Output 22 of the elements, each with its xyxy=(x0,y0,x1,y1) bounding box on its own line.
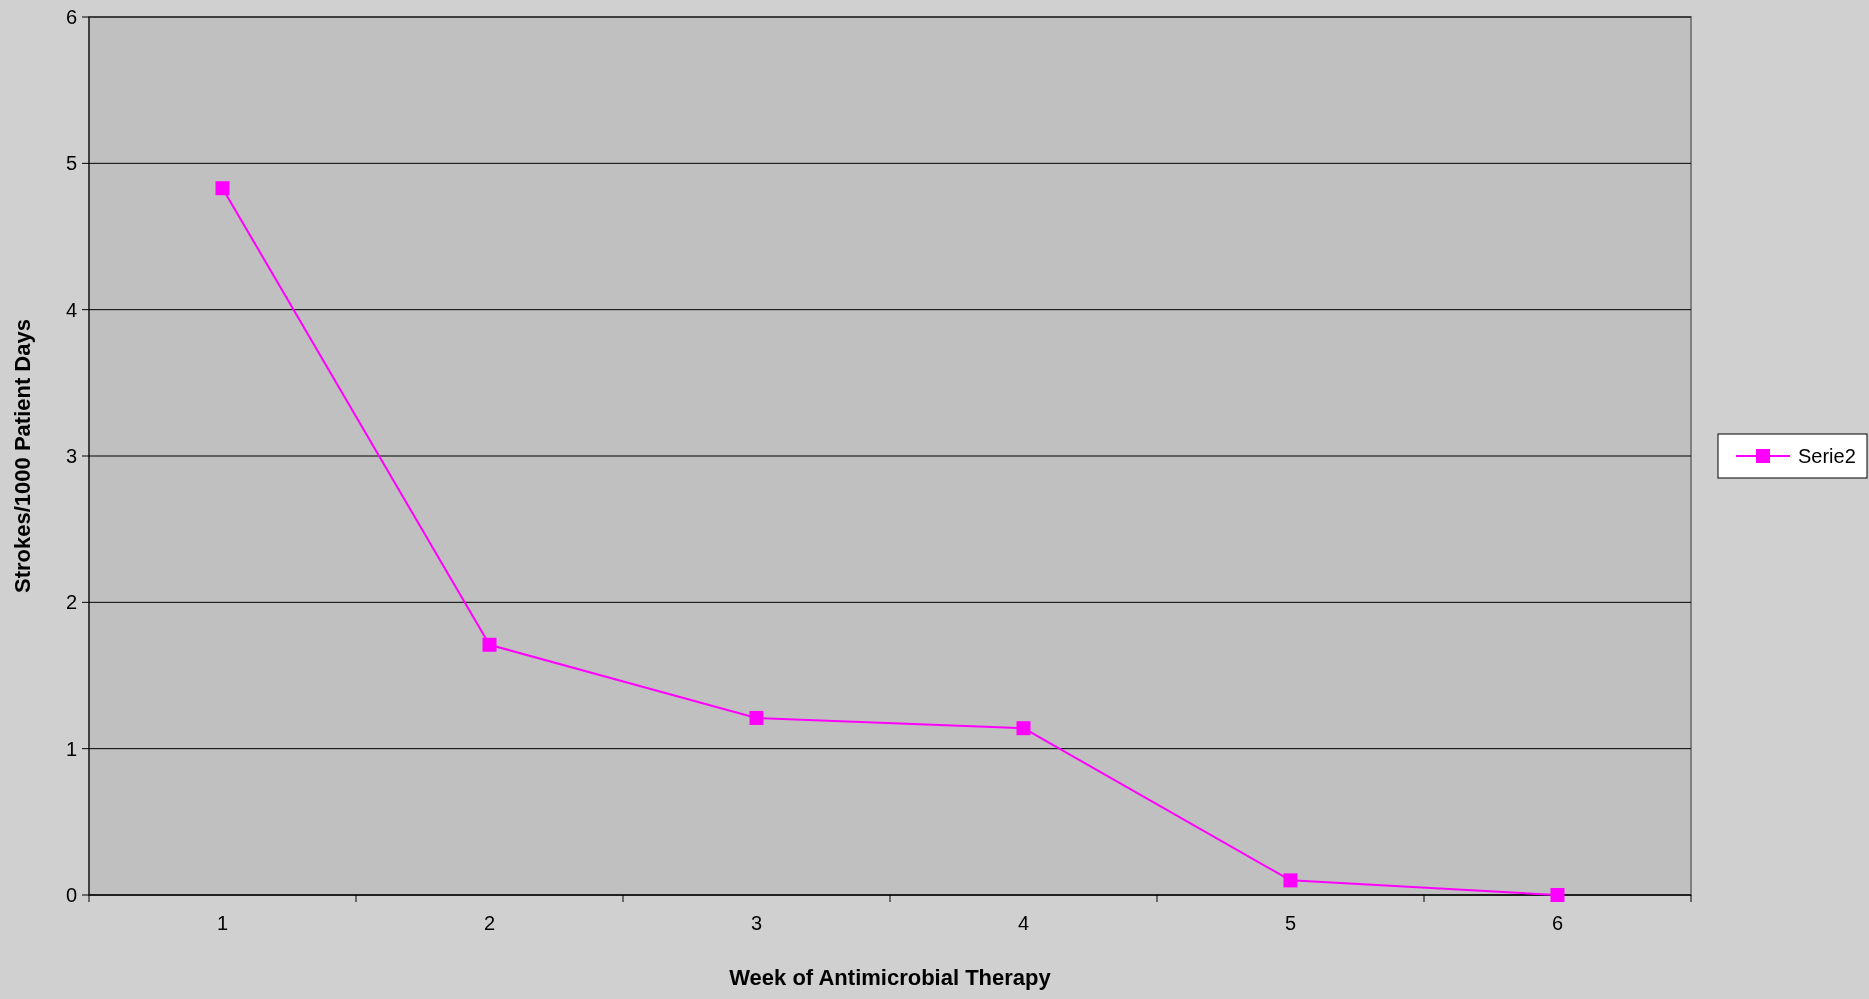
y-tick-label: 5 xyxy=(65,152,77,175)
x-tick-label: 3 xyxy=(750,912,763,934)
point xyxy=(215,181,230,196)
y-axis-title: Strokes/1000 Patient Days xyxy=(10,319,35,593)
x-tick-label: 1 xyxy=(216,912,229,934)
point xyxy=(749,710,764,725)
legend-label: Serie2 xyxy=(1798,445,1856,467)
y-tick-label: 6 xyxy=(65,6,77,28)
point xyxy=(1016,721,1031,736)
point xyxy=(482,637,497,652)
x-tick-label: 5 xyxy=(1284,912,1297,934)
y-tick-label: 3 xyxy=(65,445,77,467)
point xyxy=(1550,888,1565,902)
point xyxy=(1283,873,1298,888)
x-tick-label: 6 xyxy=(1551,912,1564,934)
y-tick-label: 4 xyxy=(65,298,77,321)
x-axis-title: Week of Antimicrobial Therapy xyxy=(729,965,1052,990)
x-tick-label: 2 xyxy=(483,912,496,934)
y-tick-label: 2 xyxy=(65,591,77,614)
x-tick-label: 4 xyxy=(1017,912,1030,934)
y-tick-label: 0 xyxy=(65,884,77,906)
y-tick-label: 1 xyxy=(65,737,77,760)
